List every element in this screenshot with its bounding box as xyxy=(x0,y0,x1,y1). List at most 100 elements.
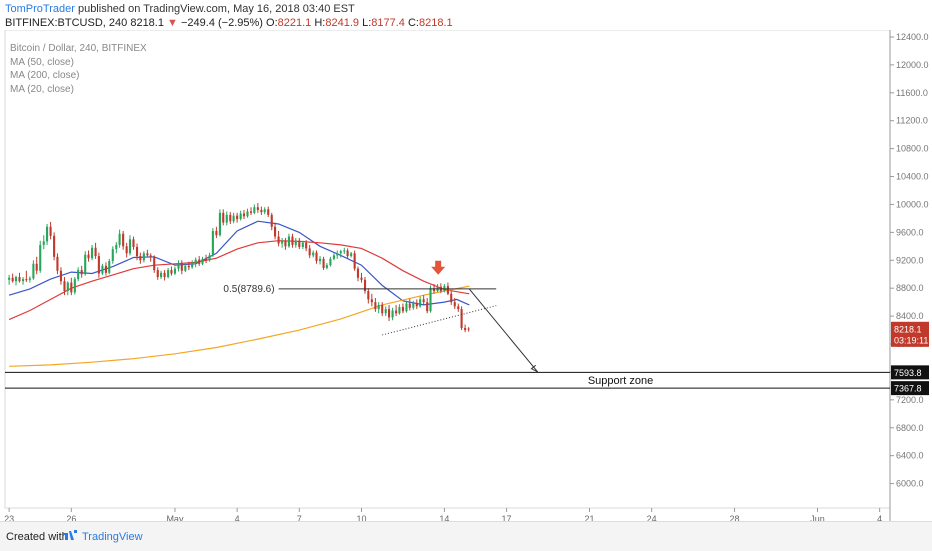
candle-body xyxy=(59,270,63,282)
x-tick-label: 24 xyxy=(647,514,657,521)
candle-body xyxy=(184,265,187,271)
candle-body xyxy=(426,302,429,312)
y-tick-label: 6400.0 xyxy=(896,451,924,461)
candle-body xyxy=(25,279,28,281)
candle-body xyxy=(398,307,401,314)
y-tick-label: 7200.0 xyxy=(896,395,924,405)
candle-body xyxy=(305,242,308,249)
x-tick-label: 26 xyxy=(66,514,76,521)
publication-info: TomProTrader published on TradingView.co… xyxy=(5,3,355,15)
candle-body xyxy=(360,277,363,280)
price-tag-label: 7367.8 xyxy=(894,384,922,394)
down-triangle-icon: ▼ xyxy=(167,17,178,29)
candle-body xyxy=(146,253,149,256)
candle-body xyxy=(39,244,42,271)
price-tag-label: 8218.1 xyxy=(894,324,922,334)
candle-body xyxy=(467,328,470,330)
high-value: 8241.9 xyxy=(325,17,360,29)
candle-body xyxy=(332,255,335,259)
projection-arrow-line[interactable] xyxy=(468,288,539,373)
candle-body xyxy=(191,263,194,268)
legend-ma200[interactable]: MA (200, close) xyxy=(10,70,80,81)
x-tick-label: May xyxy=(166,514,184,521)
chart-header: TomProTrader published on TradingView.co… xyxy=(0,0,932,30)
legend-ma20[interactable]: MA (20, close) xyxy=(10,83,74,95)
candle-body xyxy=(318,258,322,261)
candle-body xyxy=(8,277,11,280)
x-tick-label: 28 xyxy=(730,514,740,521)
candle-body xyxy=(215,230,218,236)
high-label: H: xyxy=(314,17,326,29)
candle-body xyxy=(21,279,25,282)
author-link[interactable]: TomProTrader xyxy=(5,3,75,15)
x-tick-label: 7 xyxy=(297,514,302,521)
candle-body xyxy=(329,258,332,266)
y-tick-label: 10000.0 xyxy=(896,199,929,209)
candle-body xyxy=(464,327,467,331)
candle-body xyxy=(77,270,80,280)
open-value: 8221.1 xyxy=(277,17,312,29)
candle-body xyxy=(28,278,31,280)
y-tick-label: 11600.0 xyxy=(896,88,928,98)
candle-body xyxy=(339,251,342,254)
close-label: C: xyxy=(407,17,419,29)
x-tick-label: 4 xyxy=(877,514,882,521)
candle-body xyxy=(412,302,415,308)
candle-body xyxy=(294,240,297,245)
candle-body xyxy=(177,263,180,269)
chart-legend: Bitcoin / Dollar, 240, BITFINEX MA (50, … xyxy=(10,42,147,96)
candle-body xyxy=(287,236,291,247)
y-tick-label: 11200.0 xyxy=(896,116,928,126)
candle-body xyxy=(118,233,121,245)
candle-body xyxy=(201,258,204,264)
candle-body xyxy=(94,247,97,257)
candle-body xyxy=(353,253,356,269)
price-tag xyxy=(891,365,929,380)
tradingview-brand-link[interactable]: TradingView xyxy=(82,531,143,543)
candle-body xyxy=(263,209,266,213)
candle-body xyxy=(429,288,432,312)
candle-body xyxy=(218,212,221,236)
candle-body xyxy=(194,259,197,264)
y-tick-label: 9600.0 xyxy=(896,227,924,237)
created-with-text: Created with xyxy=(6,531,68,543)
symbol-label: BITFINEX:BTCUSD, 240 xyxy=(5,17,128,29)
y-tick-label: 10800.0 xyxy=(896,144,929,154)
price-chart[interactable]: 6000.06400.06800.07200.07600.08000.08400… xyxy=(0,30,932,521)
candle-body xyxy=(229,214,232,222)
plot-area[interactable] xyxy=(4,30,891,509)
candle-body xyxy=(173,268,177,274)
candle-body xyxy=(156,270,159,278)
candle-body xyxy=(139,256,142,261)
candle-body xyxy=(56,256,59,271)
candle-body xyxy=(260,210,263,213)
candle-body xyxy=(298,240,301,248)
y-tick-label: 8400.0 xyxy=(896,311,924,321)
candle-body xyxy=(343,250,346,252)
candle-body xyxy=(308,248,311,256)
candle-body xyxy=(391,310,394,318)
candle-body xyxy=(167,270,170,278)
x-tick-label: 21 xyxy=(584,514,594,521)
candle-body xyxy=(46,226,49,242)
ma-line xyxy=(8,240,470,321)
candle-body xyxy=(204,258,208,261)
candle-body xyxy=(222,212,225,223)
candle-body xyxy=(163,272,166,278)
candle-body xyxy=(53,235,56,257)
x-tick-label: 17 xyxy=(502,514,512,521)
candle-body xyxy=(242,213,246,217)
x-tick-label: 4 xyxy=(235,514,240,521)
candle-body xyxy=(101,265,104,274)
candle-body xyxy=(180,263,183,271)
candle-body xyxy=(80,270,83,275)
candle-body xyxy=(419,299,422,307)
legend-ma50[interactable]: MA (50, close) xyxy=(10,56,74,68)
candle-body xyxy=(367,290,370,300)
candle-body xyxy=(450,293,453,303)
candle-body xyxy=(160,272,163,278)
support-zone-label: Support zone xyxy=(588,375,653,387)
price-change: −249.4 (−2.95%) xyxy=(181,17,263,29)
projection-arrow-head xyxy=(530,364,538,373)
candle-body xyxy=(142,253,145,261)
